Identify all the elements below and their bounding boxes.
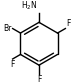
Text: F: F	[37, 75, 41, 83]
Text: Br: Br	[3, 24, 12, 33]
Text: H$_2$N: H$_2$N	[21, 0, 37, 12]
Text: F: F	[66, 19, 71, 28]
Text: F: F	[10, 60, 15, 69]
